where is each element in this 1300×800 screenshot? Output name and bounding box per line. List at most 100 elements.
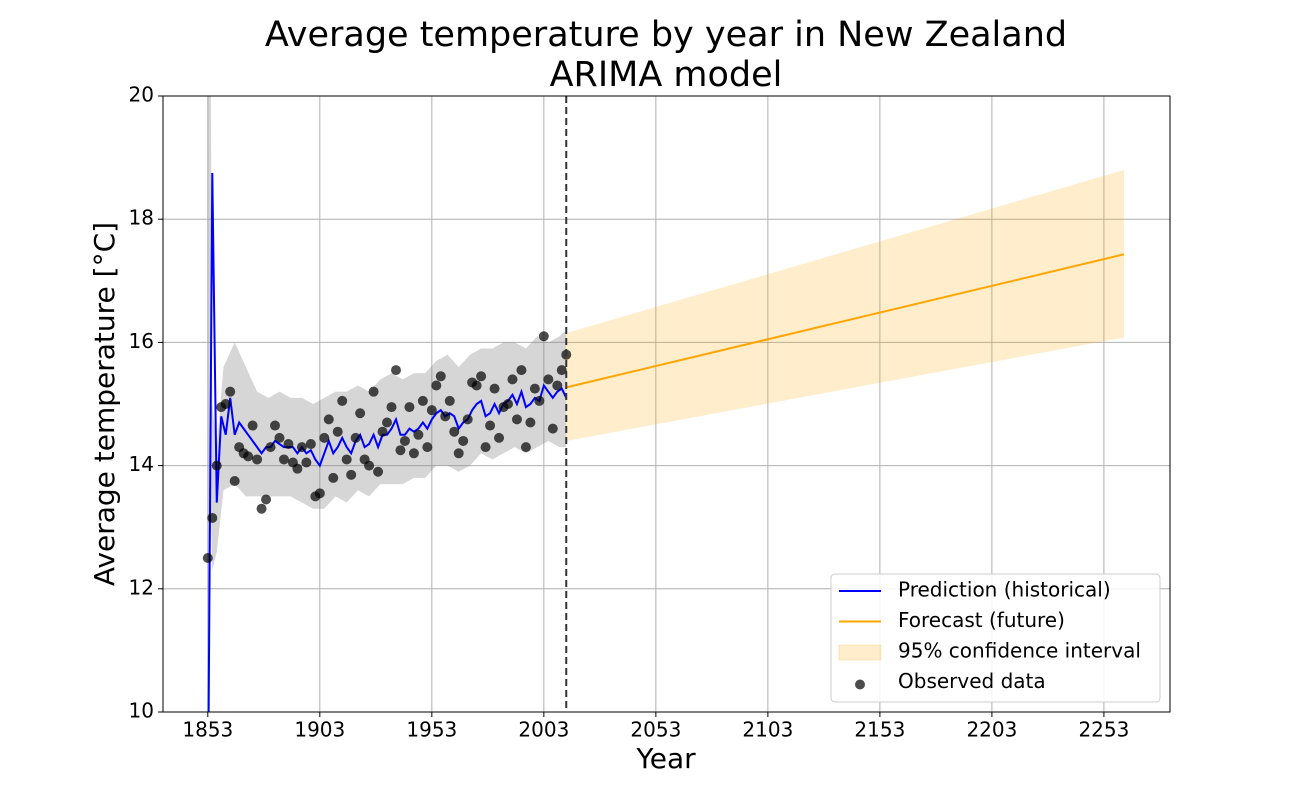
- observed-point: [408, 448, 419, 459]
- legend-marker: [855, 679, 865, 690]
- confidence-band: [207, 96, 567, 712]
- observed-point: [346, 469, 357, 480]
- legend-box: [830, 573, 1161, 703]
- observed-point: [225, 386, 236, 397]
- observed-point: [529, 383, 540, 394]
- x-tick-label: 2053: [630, 718, 681, 742]
- observed-point: [462, 414, 473, 425]
- x-tick-label: 2153: [854, 718, 905, 742]
- legend-label: 95% confidence interval: [898, 639, 1141, 663]
- observed-point: [261, 494, 272, 505]
- observed-point: [538, 331, 549, 342]
- y-tick-label: 18: [129, 206, 154, 230]
- observed-point: [422, 442, 433, 453]
- y-tick-label: 14: [129, 452, 154, 476]
- line: [566, 253, 1125, 389]
- observed-point: [247, 420, 258, 431]
- observed-point: [220, 399, 231, 409]
- observed-point: [301, 457, 312, 468]
- y-tick-label: 20: [129, 83, 154, 107]
- observed-point: [207, 512, 218, 523]
- observed-point: [471, 380, 482, 391]
- observed-point: [503, 399, 514, 409]
- plot-area: [202, 96, 1125, 712]
- observed-point: [426, 405, 437, 416]
- observed-point: [314, 488, 325, 499]
- observed-point: [395, 445, 406, 456]
- observed-point: [229, 476, 240, 486]
- legend-label: Prediction (historical): [898, 578, 1111, 602]
- axes: 10 12 14 16 18 20 1853 1903 1953 2003 2053 2103 2153…: [129, 83, 1130, 742]
- observed-point: [507, 374, 518, 385]
- observed-point: [328, 472, 339, 483]
- axes-frame: [162, 95, 1171, 713]
- observed-point: [552, 380, 563, 391]
- observed-point: [444, 395, 455, 406]
- y-tick-label: 16: [129, 329, 154, 353]
- x-tick-label: 2103: [742, 718, 793, 742]
- observed-point: [341, 454, 352, 465]
- observed-point: [368, 386, 379, 397]
- legend-swatch: [838, 644, 882, 661]
- observed-point: [525, 417, 536, 428]
- y-tick-label: 12: [129, 575, 154, 599]
- observed-point: [494, 432, 505, 443]
- observed-point: [265, 442, 276, 453]
- observed-point: [211, 460, 222, 471]
- observed-point: [283, 439, 294, 450]
- observed-point: [404, 402, 415, 413]
- legend-label: Forecast (future): [898, 608, 1065, 632]
- observed-point: [435, 371, 446, 382]
- x-tick-label: 1903: [294, 718, 345, 742]
- y-axis-label: Average temperature [°C]: [88, 222, 121, 586]
- x-tick-label: 2253: [1078, 718, 1129, 742]
- observed-point: [516, 365, 527, 376]
- observed-point: [440, 411, 451, 422]
- observed-point: [480, 442, 491, 453]
- observed-point: [390, 365, 401, 376]
- chart-title: Average temperature by year in New Zeala…: [265, 15, 1067, 55]
- observed-point: [431, 380, 442, 391]
- observed-point: [202, 553, 213, 563]
- chart-subtitle: ARIMA model: [550, 55, 783, 95]
- observed-point: [534, 395, 545, 406]
- observed-point: [319, 432, 330, 443]
- x-tick-label: 1853: [182, 718, 233, 742]
- observed-point: [449, 426, 460, 437]
- observed-point: [364, 460, 375, 471]
- observed-point: [252, 454, 263, 465]
- observed-point: [547, 423, 558, 434]
- observed-point: [543, 374, 554, 385]
- observed-point: [453, 448, 464, 459]
- observed-point: [243, 451, 254, 462]
- observed-point: [382, 417, 393, 428]
- observed-point: [413, 429, 424, 440]
- x-tick-label: 1953: [406, 718, 457, 742]
- observed-point: [476, 371, 487, 382]
- observed-point: [373, 466, 384, 477]
- observed-point: [511, 414, 522, 425]
- observed-point: [292, 463, 303, 474]
- x-axis-label: Year: [635, 742, 696, 775]
- observed-point: [337, 395, 348, 406]
- legend: Prediction (historical) Forecast (future)…: [830, 573, 1161, 703]
- observed-point: [274, 432, 285, 443]
- observed-point: [305, 439, 316, 450]
- x-tick-label: 2003: [518, 718, 569, 742]
- observed-point: [350, 432, 361, 443]
- legend-label: Observed data: [898, 669, 1046, 693]
- observed-point: [556, 365, 567, 376]
- observed-point: [489, 383, 500, 394]
- observed-point: [296, 442, 307, 453]
- observed-point: [458, 435, 469, 446]
- observed-point: [377, 426, 388, 437]
- observed-point: [485, 420, 496, 431]
- observed-point: [256, 503, 267, 514]
- observed-point: [323, 414, 334, 425]
- confidence-band: [566, 169, 1125, 441]
- observed-point: [355, 408, 366, 419]
- observed-point: [278, 454, 289, 465]
- observed-point: [520, 442, 531, 453]
